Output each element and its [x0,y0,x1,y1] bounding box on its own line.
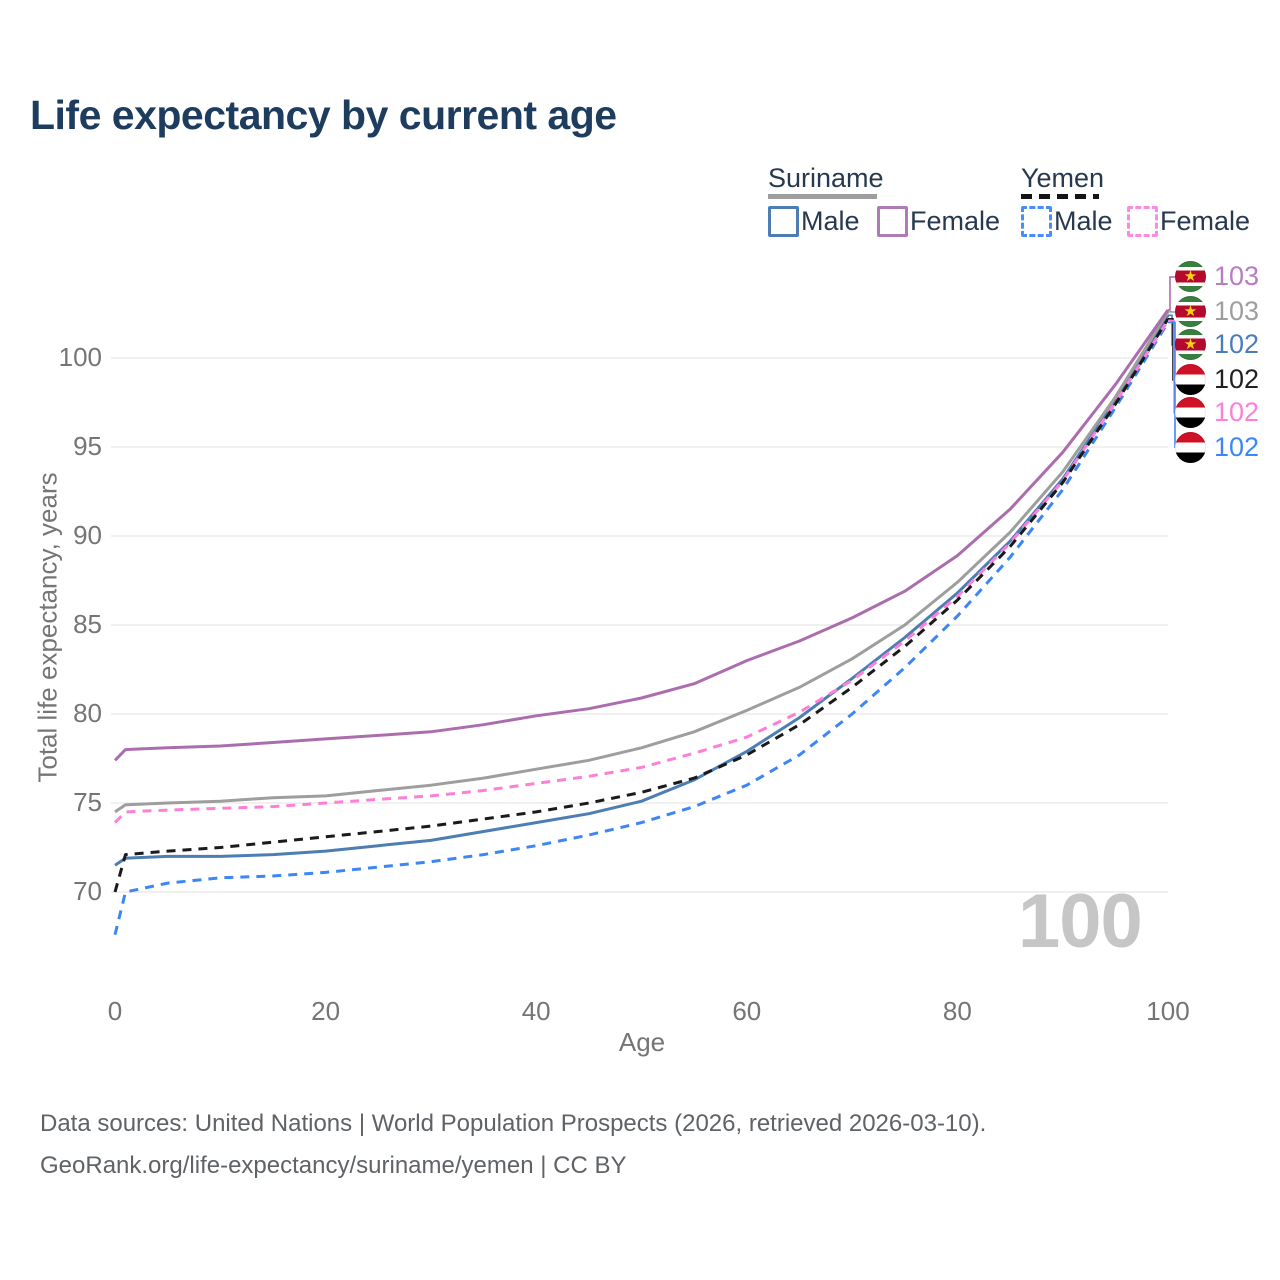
x-axis-title: Age [618,1027,666,1057]
yemen-flag-icon [1175,432,1206,463]
footer-attribution: GeoRank.org/life-expectancy/suriname/yem… [40,1152,627,1179]
y-tick-100: 100 [58,342,102,372]
y-tick-90: 90 [73,520,102,550]
end-label-value-yemen-female: 102 [1214,397,1260,427]
legend-label-suriname-female: Female [910,206,1001,236]
legend-swatch-yemen-male [1021,206,1052,237]
series-line-suriname-female [113,309,1170,762]
end-label-value-suriname-all: 103 [1214,296,1260,326]
end-label-row-yemen-all: 102 [1175,364,1259,395]
suriname-flag-icon: ★ [1175,261,1206,292]
star-icon: ★ [1183,267,1198,285]
suriname-flag-icon: ★ [1175,329,1206,360]
y-tick-95: 95 [73,431,102,461]
legend-swatch-suriname-male [768,206,799,237]
y-axis-title: Total life expectancy, years [32,472,63,783]
x-tick-100: 100 [1146,996,1190,1026]
legend-label-yemen-female: Female [1160,206,1251,236]
legend-swatch-yemen-female [1127,206,1158,237]
x-tick-20: 20 [311,996,341,1026]
series-line-yemen-all [113,318,1170,893]
page-title: Life expectancy by current age [30,92,617,138]
yemen-flag-icon [1175,397,1206,428]
legend-underline-suriname [768,194,877,199]
series-line-suriname-male [114,314,1170,867]
series-line-suriname-all [114,310,1170,814]
legend-label-suriname-male: Male [801,206,860,236]
end-label-row-suriname-male: ★ 102 [1175,329,1259,360]
footer-data-sources: Data sources: United Nations | World Pop… [40,1110,987,1137]
yemen-flag-icon [1175,364,1206,395]
star-icon: ★ [1183,302,1198,320]
end-label-row-suriname-female: ★ 103 [1175,261,1259,292]
end-label-row-yemen-female: 102 [1175,397,1259,428]
legend-group-yemen: Yemen [1021,163,1105,193]
legend-underline-yemen [1021,194,1099,199]
end-label-row-suriname-all: ★ 103 [1175,296,1259,327]
x-tick-0: 0 [107,996,123,1026]
end-label-row-yemen-male: 102 [1175,432,1259,463]
suriname-flag-icon: ★ [1175,296,1206,327]
legend-label-yemen-male: Male [1054,206,1113,236]
y-tick-70: 70 [73,876,102,906]
y-tick-85: 85 [73,609,102,639]
x-tick-40: 40 [521,996,551,1026]
leader-line-suriname-female [1168,276,1175,311]
y-tick-75: 75 [73,787,102,817]
end-label-value-yemen-all: 102 [1214,364,1260,394]
x-tick-80: 80 [942,996,972,1026]
series-line-yemen-female [113,319,1170,824]
series-line-yemen-male [113,321,1170,936]
star-icon: ★ [1183,335,1198,353]
x-tick-60: 60 [732,996,762,1026]
age-watermark: 100 [1018,879,1143,964]
end-label-value-suriname-female: 103 [1214,261,1260,291]
end-label-value-suriname-male: 102 [1214,329,1260,359]
end-label-value-yemen-male: 102 [1214,432,1260,462]
y-tick-80: 80 [73,698,102,728]
legend-group-suriname: Suriname [768,163,884,193]
legend-swatch-suriname-female [877,206,908,237]
